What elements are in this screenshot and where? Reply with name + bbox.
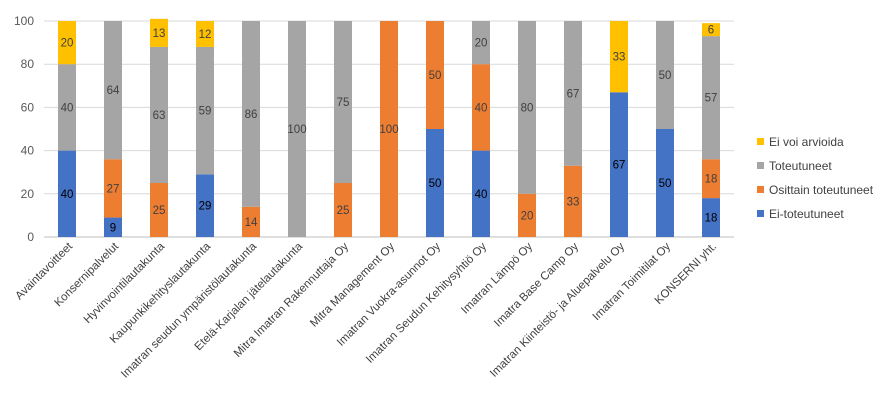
bar-segment bbox=[472, 64, 490, 151]
y-tick-label: 20 bbox=[21, 187, 35, 201]
x-tick-label: Hyvinvointilautakunta bbox=[82, 240, 168, 326]
x-axis-ticks: AvaintavoitteetKonsernipalvelutHyvinvoin… bbox=[13, 240, 719, 381]
y-tick-label: 0 bbox=[27, 230, 34, 244]
y-tick-label: 80 bbox=[21, 57, 35, 71]
bar-segment bbox=[242, 21, 260, 207]
data-label: 14 bbox=[245, 217, 258, 229]
data-label: 67 bbox=[613, 160, 626, 172]
data-label: 75 bbox=[337, 97, 350, 109]
bar-segment bbox=[58, 21, 76, 65]
bar-segment bbox=[702, 23, 720, 37]
legend: Ei voi arvioida Toteutuneet Osittain toteu… bbox=[757, 135, 874, 221]
bar-segment bbox=[610, 92, 628, 237]
data-label: 80 bbox=[521, 102, 534, 114]
bar-segment bbox=[656, 21, 674, 129]
bar-segment bbox=[150, 46, 168, 183]
data-label: 67 bbox=[567, 88, 580, 100]
data-label: 18 bbox=[705, 213, 718, 225]
data-label: 29 bbox=[199, 201, 212, 213]
bar-segment bbox=[656, 129, 674, 237]
bar-segment bbox=[380, 21, 398, 237]
bar-segment bbox=[196, 46, 214, 175]
x-tick-label: Imatran Toimitilat Oy bbox=[591, 240, 674, 323]
bar-segment bbox=[58, 64, 76, 151]
data-label: 33 bbox=[613, 52, 626, 64]
data-label: 18 bbox=[705, 174, 718, 186]
data-label: 40 bbox=[475, 189, 488, 201]
legend-label: Ei voi arvioida bbox=[769, 135, 844, 149]
bar-segment bbox=[472, 150, 490, 237]
data-label: 50 bbox=[429, 70, 442, 82]
data-label: 40 bbox=[61, 102, 74, 114]
legend-label: Osittain toteutuneet bbox=[769, 183, 874, 197]
bar-segment bbox=[702, 198, 720, 237]
bar-segment bbox=[334, 183, 352, 237]
data-label: 100 bbox=[287, 124, 306, 136]
data-label: 25 bbox=[337, 205, 350, 217]
bar-segment bbox=[196, 21, 214, 47]
data-label: 33 bbox=[567, 196, 580, 208]
data-label: 9 bbox=[110, 222, 116, 234]
data-label: 50 bbox=[429, 178, 442, 190]
y-tick-label: 100 bbox=[14, 14, 34, 28]
bar-segment bbox=[334, 21, 352, 183]
bar-segment bbox=[150, 183, 168, 237]
bar-segment bbox=[518, 193, 536, 237]
bar-segment bbox=[288, 21, 306, 237]
bar-segment bbox=[564, 21, 582, 166]
bar-segment bbox=[58, 150, 76, 237]
data-label: 59 bbox=[199, 106, 212, 118]
data-label: 50 bbox=[659, 70, 672, 82]
data-label: 27 bbox=[107, 183, 120, 195]
bar-segment bbox=[426, 21, 444, 129]
data-label: 100 bbox=[379, 124, 398, 136]
data-label: 57 bbox=[705, 93, 718, 105]
data-label: 20 bbox=[475, 38, 488, 50]
bar-segment bbox=[610, 21, 628, 93]
y-tick-label: 60 bbox=[21, 100, 35, 114]
data-label: 63 bbox=[153, 110, 166, 122]
bar-segment bbox=[104, 217, 122, 237]
bar-segment bbox=[518, 21, 536, 194]
legend-swatch bbox=[757, 210, 764, 217]
bar-segment bbox=[472, 21, 490, 65]
data-labels: 40 40 20 9 27 64 25 63 13 29 59 12 14 86 100 25 75 100 50 5… bbox=[61, 25, 718, 235]
data-label: 13 bbox=[153, 28, 166, 40]
legend-label: Toteutuneet bbox=[769, 159, 832, 173]
data-label: 40 bbox=[61, 189, 74, 201]
y-axis-ticks: 0 20 40 60 80 100 bbox=[14, 14, 34, 244]
bar-segment bbox=[242, 206, 260, 237]
bar-segment bbox=[196, 174, 214, 237]
y-tick-label: 40 bbox=[21, 144, 35, 158]
legend-label: Ei-toteutuneet bbox=[769, 207, 844, 221]
x-tick-label: Mitra Management Oy bbox=[308, 240, 397, 329]
legend-swatch bbox=[757, 162, 764, 169]
data-label: 12 bbox=[199, 29, 212, 41]
bar-segment bbox=[426, 129, 444, 237]
bar-segment bbox=[104, 159, 122, 218]
bar-segment bbox=[702, 159, 720, 199]
data-label: 6 bbox=[708, 25, 714, 37]
legend-swatch bbox=[757, 138, 764, 145]
x-tick-label: Imatra Base Camp Oy bbox=[492, 240, 581, 329]
bar-segment bbox=[702, 36, 720, 160]
bar-segment bbox=[150, 18, 168, 47]
bars bbox=[58, 18, 720, 237]
data-label: 86 bbox=[245, 109, 258, 121]
data-label: 20 bbox=[61, 38, 74, 50]
data-label: 20 bbox=[521, 210, 534, 222]
legend-swatch bbox=[757, 186, 764, 193]
bar-segment bbox=[564, 165, 582, 237]
data-label: 50 bbox=[659, 178, 672, 190]
bar-segment bbox=[104, 21, 122, 160]
data-label: 40 bbox=[475, 102, 488, 114]
data-label: 64 bbox=[107, 85, 120, 97]
data-label: 25 bbox=[153, 205, 166, 217]
